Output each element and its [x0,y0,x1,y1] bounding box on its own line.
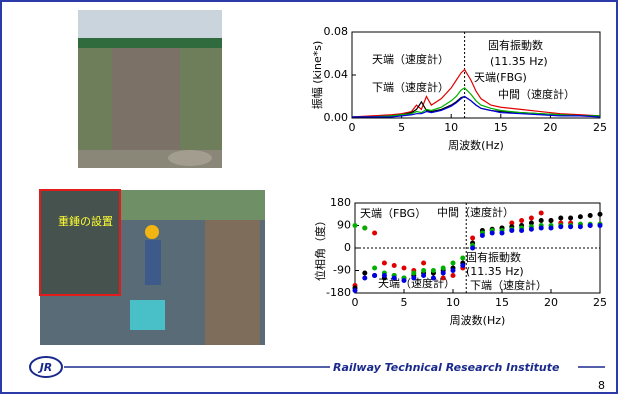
point [372,231,377,236]
series-label: 中間（速度計） [437,205,514,219]
slide: 重錘の設置 JR Railway Technical Research Inst… [0,0,618,394]
point [372,273,377,278]
point [362,226,367,231]
point [372,266,377,271]
x-axis-label: 周波数(Hz) [448,139,504,152]
point [529,216,534,221]
x-axis-label: 周波数(Hz) [450,314,506,327]
point [402,266,407,271]
point [578,214,583,219]
point [568,224,573,229]
point [519,228,524,233]
annotation: (11.35 Hz) [466,265,524,278]
point [402,278,407,283]
y-tick-label: -90 [333,264,351,277]
y-tick-label: 90 [337,219,351,232]
x-tick-label: 0 [349,121,356,134]
photo-bottom: 重錘の設置 [40,190,265,345]
point [470,246,475,251]
point [470,236,475,241]
point [353,223,358,228]
point [588,213,593,218]
point [362,276,367,281]
x-tick-label: 20 [544,296,558,309]
point [539,211,544,216]
point [519,218,524,223]
photo-label: 重錘の設置 [58,214,113,228]
y-tick-label: 0 [344,241,351,254]
point [460,256,465,261]
series-label: 天端（速度計） [372,52,449,66]
photo-top [78,10,222,168]
photo-inset [40,190,120,295]
series-label: 下端（速度計） [470,278,547,292]
point [588,223,593,228]
point [362,271,367,276]
point [549,226,554,231]
point [421,261,426,266]
point [382,273,387,278]
x-tick-label: 25 [593,296,607,309]
point [460,263,465,268]
point [441,266,446,271]
x-tick-label: 10 [444,121,458,134]
y-tick-label: -180 [326,286,351,299]
x-tick-label: 0 [352,296,359,309]
x-tick-label: 5 [398,121,405,134]
annotation: 固有振動数 [466,250,521,264]
point [392,263,397,268]
point [598,212,603,217]
point [558,216,563,221]
x-tick-label: 15 [495,296,509,309]
annotation: 固有振動数 [488,38,543,52]
point [500,231,505,236]
series-label: 天端（速度計） [378,276,455,290]
point [392,276,397,281]
point [421,273,426,278]
point [539,218,544,223]
point [549,218,554,223]
point [578,224,583,229]
x-tick-label: 15 [494,121,508,134]
point [509,228,514,233]
point [451,268,456,273]
x-tick-label: 5 [401,296,408,309]
point [431,268,436,273]
point [353,288,358,293]
series-label: 天端（FBG） [360,207,426,220]
point [431,276,436,281]
point [421,268,426,273]
footer-text: Railway Technical Research Institute [333,361,560,374]
point [598,223,603,228]
y-tick-label: 180 [330,196,351,209]
x-tick-label: 10 [446,296,460,309]
point [539,226,544,231]
point [490,231,495,236]
y-tick-label: 0.04 [324,68,349,81]
x-tick-label: 25 [593,121,607,134]
point [558,224,563,229]
point [441,271,446,276]
series-label: 天端(FBG) [474,71,527,84]
series-label: 中間（速度計） [498,87,575,101]
point [382,261,387,266]
point [480,233,485,238]
logo: JR [38,361,53,374]
y-tick-label: 0.08 [324,25,349,38]
y-axis-label: 位相角（度） [313,215,327,281]
series-label: 下端（速度計） [372,80,449,94]
annotation: (11.35 Hz) [490,55,548,68]
y-axis-label: 振幅 (kine*s) [310,41,324,109]
point [451,261,456,266]
point [411,276,416,281]
x-tick-label: 20 [543,121,557,134]
point [529,227,534,232]
page-number: 8 [598,379,605,392]
point [568,216,573,221]
point [411,271,416,276]
y-tick-label: 0.00 [324,111,349,124]
